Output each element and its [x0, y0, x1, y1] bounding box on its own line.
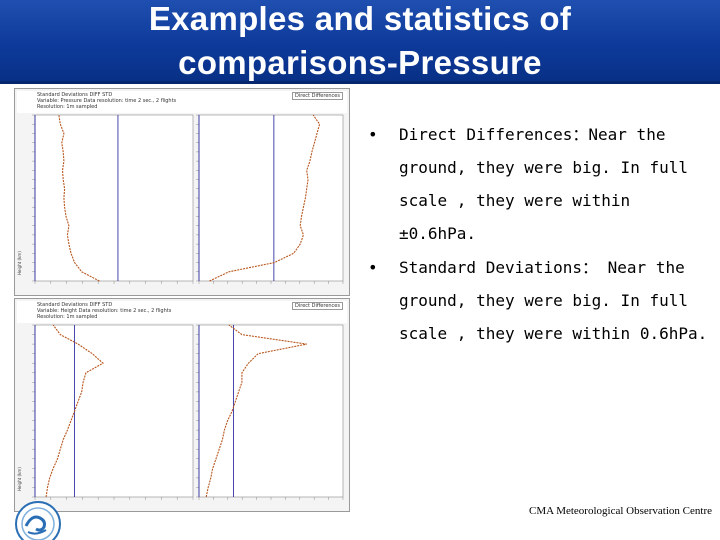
sub-plot — [32, 114, 194, 284]
chart-plot-area: Height (km) — [17, 114, 344, 284]
sub-plot — [196, 324, 344, 500]
chart-header-line-1: Standard Deviations DIFF STD — [37, 302, 113, 308]
pressure-diff-chart-panel: Standard Deviations DIFF STD Variable: P… — [14, 88, 350, 296]
slide-title-line-1: Examples and statistics of — [148, 0, 572, 37]
sub-plot — [32, 324, 194, 500]
plot-frame — [198, 324, 344, 498]
bullet-text: Standard Deviations： Near the ground, th… — [399, 258, 708, 343]
profile-line — [58, 114, 100, 282]
chart-header-line-3: Resolution: 1m sampled — [37, 104, 98, 110]
chart-header-line-1: Standard Deviations DIFF STD — [37, 92, 113, 98]
y-axis-label: Height (km) — [17, 251, 22, 275]
title-bar: Examples and statistics of comparisons-P… — [0, 0, 720, 84]
cma-logo — [15, 501, 61, 540]
bullet-marker: • — [368, 125, 378, 144]
bullet-list: • Direct Differences：Near the ground, th… — [368, 118, 708, 350]
chart-header-line-2: Variable: Height Data resolution: time 2… — [37, 308, 172, 314]
plot-frame — [34, 324, 194, 498]
profile-line — [209, 114, 321, 282]
profile-line — [205, 324, 307, 498]
plot-frame — [34, 114, 194, 282]
chart-header: Standard Deviations DIFF STD Variable: P… — [17, 91, 347, 113]
chart-plot-area: Height (km) — [17, 324, 344, 500]
chart-mode-tag: Direct Differences — [292, 92, 343, 100]
profile-line — [45, 324, 104, 498]
chart-header-line-2: Variable: Pressure Data resolution: time… — [37, 98, 177, 104]
chart-mode-tag: Direct Differences — [292, 302, 343, 310]
bullet-item-direct-differences: • Direct Differences：Near the ground, th… — [368, 118, 708, 250]
bullet-text: Direct Differences：Near the ground, they… — [399, 125, 688, 243]
sub-plot — [196, 114, 344, 284]
footer-organization: CMA Meteorological Observation Centre — [529, 505, 712, 517]
y-axis-label: Height (km) — [17, 467, 22, 491]
bullet-marker: • — [368, 258, 378, 277]
bullet-item-standard-deviations: • Standard Deviations： Near the ground, … — [368, 251, 708, 350]
height-diff-chart-panel: Standard Deviations DIFF STD Variable: H… — [14, 298, 350, 512]
chart-header: Standard Deviations DIFF STD Variable: H… — [17, 301, 347, 323]
plot-frame — [198, 114, 344, 282]
chart-header-line-3: Resolution: 1m sampled — [37, 314, 98, 320]
slide-title-line-2: comparisons-Pressure — [178, 44, 542, 81]
